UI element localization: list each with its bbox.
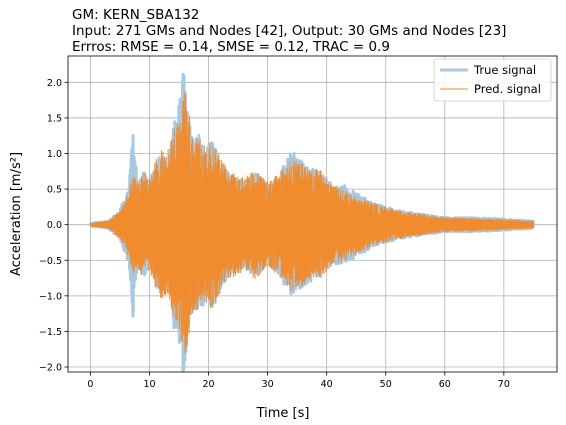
title-line-1: GM: KERN_SBA132 (72, 7, 199, 23)
y-axis: −2.0 −1.5 −1.0 −0.5 0.0 0.5 1.0 1.5 2.0 (39, 78, 68, 374)
plot-frame (67, 55, 558, 373)
series-line-pred-signal (89, 90, 534, 353)
x-tick-label: 70 (498, 379, 510, 390)
y-tick-label: 0.5 (47, 185, 62, 196)
x-tick-label: 0 (87, 379, 93, 390)
x-tick-label: 50 (380, 379, 392, 390)
chart-title: GM: KERN_SBA132 Input: 271 GMs and Nodes… (72, 7, 506, 55)
x-axis-label: Time [s] (256, 406, 310, 421)
x-tick-label: 60 (439, 379, 451, 390)
y-axis-label: Acceleration [m/s²] (9, 152, 24, 276)
legend-label-true-signal: True signal (473, 63, 536, 77)
y-tick-label: 2.0 (47, 78, 62, 89)
x-tick-label: 20 (203, 379, 215, 390)
y-tick-label: 0.0 (47, 220, 62, 231)
y-tick-label: −0.5 (39, 256, 62, 267)
y-tick-label: 1.5 (47, 113, 62, 124)
x-tick-label: 30 (262, 379, 274, 390)
y-tick-label: 1.0 (47, 149, 62, 160)
title-line-3: Errros: RMSE = 0.14, SMSE = 0.12, TRAC =… (72, 39, 390, 55)
x-tick-label: 40 (321, 379, 333, 390)
legend-label-pred-signal: Pred. signal (474, 82, 541, 96)
y-tick-label: −1.5 (39, 327, 62, 338)
y-tick-label: −2.0 (39, 363, 62, 374)
legend: True signal Pred. signal (433, 58, 552, 102)
series-layer (88, 72, 535, 372)
title-line-2: Input: 271 GMs and Nodes [42], Output: 3… (72, 23, 506, 39)
y-tick-label: −1.0 (39, 291, 62, 302)
x-tick-label: 10 (143, 379, 155, 390)
x-axis: 0 10 20 30 40 50 60 70 (87, 372, 510, 390)
